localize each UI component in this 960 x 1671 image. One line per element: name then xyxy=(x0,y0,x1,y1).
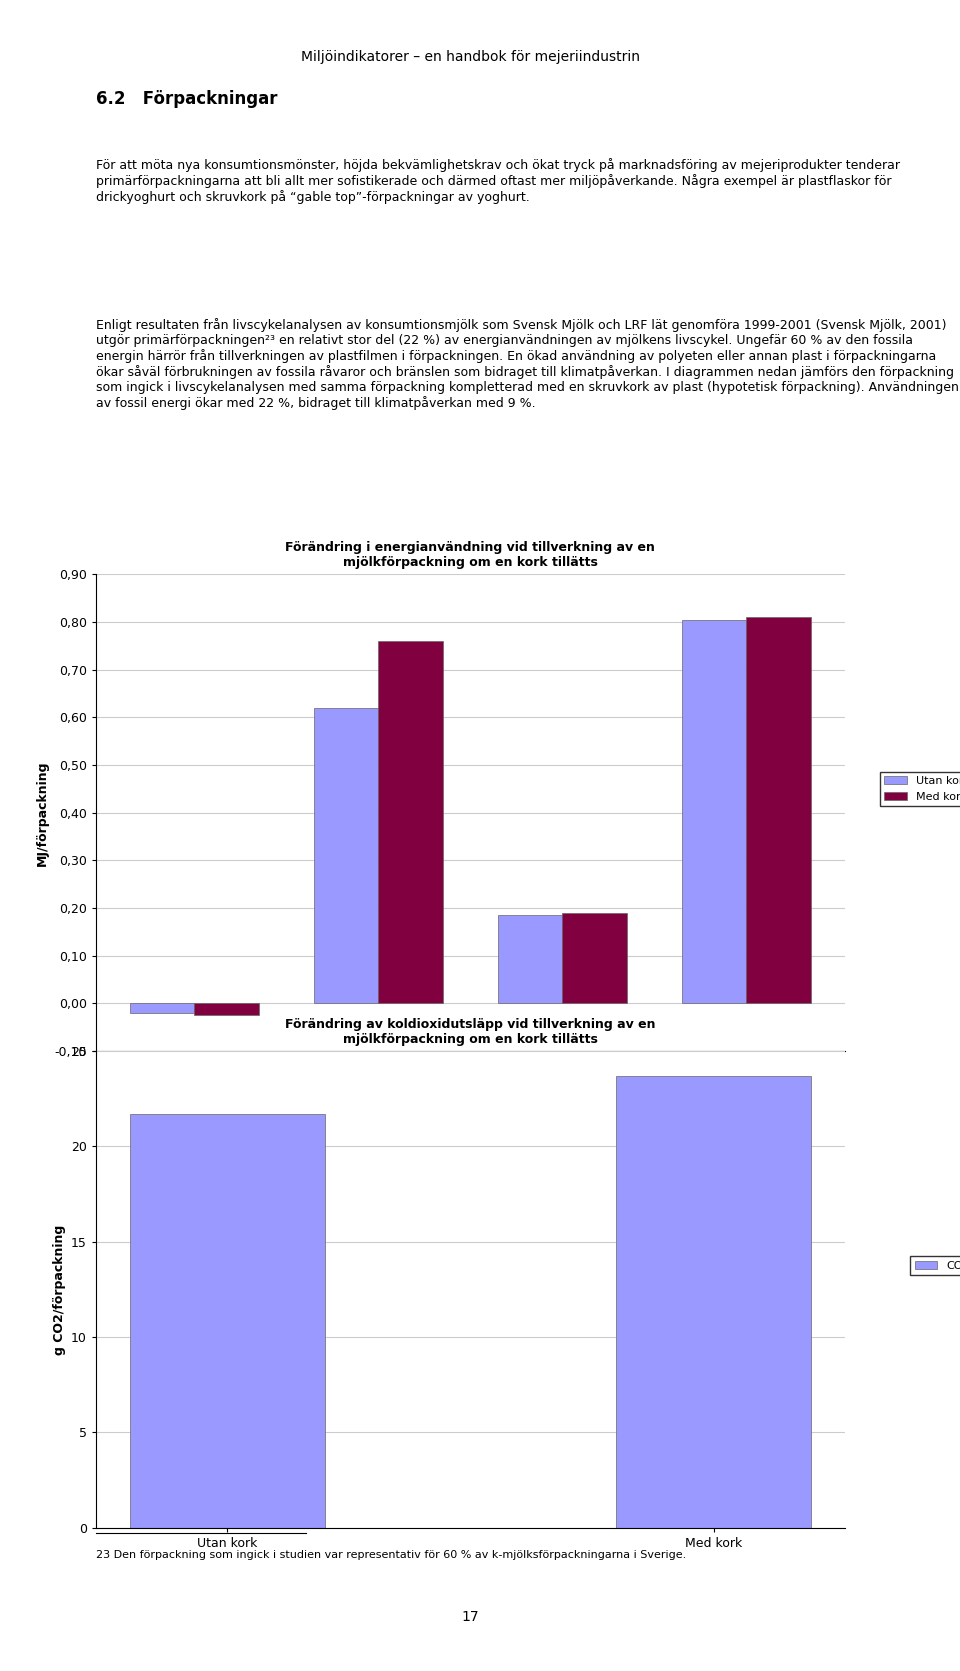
Bar xyxy=(563,912,627,1004)
Legend: CO2: CO2 xyxy=(910,1257,960,1275)
Text: 6.2   Förpackningar: 6.2 Förpackningar xyxy=(96,90,277,107)
Bar xyxy=(130,1004,195,1013)
Bar xyxy=(130,1115,324,1527)
Title: Förändring av koldioxidutsläpp vid tillverkning av en
mjölkförpackning om en kor: Förändring av koldioxidutsläpp vid tillv… xyxy=(285,1018,656,1046)
Text: För att möta nya konsumtionsmönster, höjda bekvämlighetskrav och ökat tryck på m: För att möta nya konsumtionsmönster, höj… xyxy=(96,157,900,204)
Bar xyxy=(682,620,746,1004)
Bar xyxy=(378,642,443,1004)
Y-axis label: MJ/förpackning: MJ/förpackning xyxy=(36,760,49,866)
Bar xyxy=(195,1004,259,1016)
Text: Enligt resultaten från livscykelanalysen av konsumtionsmjölk som Svensk Mjölk oc: Enligt resultaten från livscykelanalysen… xyxy=(96,317,959,409)
Y-axis label: g CO2/förpackning: g CO2/förpackning xyxy=(53,1225,65,1355)
Bar xyxy=(616,1076,811,1527)
Bar xyxy=(746,617,811,1004)
Text: 17: 17 xyxy=(462,1609,479,1624)
Title: Förändring i energianvändning vid tillverkning av en
mjölkförpackning om en kork: Förändring i energianvändning vid tillve… xyxy=(285,541,656,570)
Bar xyxy=(314,709,378,1004)
Legend: Utan kork, Med kork: Utan kork, Med kork xyxy=(880,772,960,805)
Text: Miljöindikatorer – en handbok för mejeriindustrin: Miljöindikatorer – en handbok för mejeri… xyxy=(300,50,640,65)
Text: 23 Den förpackning som ingick i studien var representativ för 60 % av k-mjölksfö: 23 Den förpackning som ingick i studien … xyxy=(96,1551,686,1561)
Bar xyxy=(498,916,563,1004)
